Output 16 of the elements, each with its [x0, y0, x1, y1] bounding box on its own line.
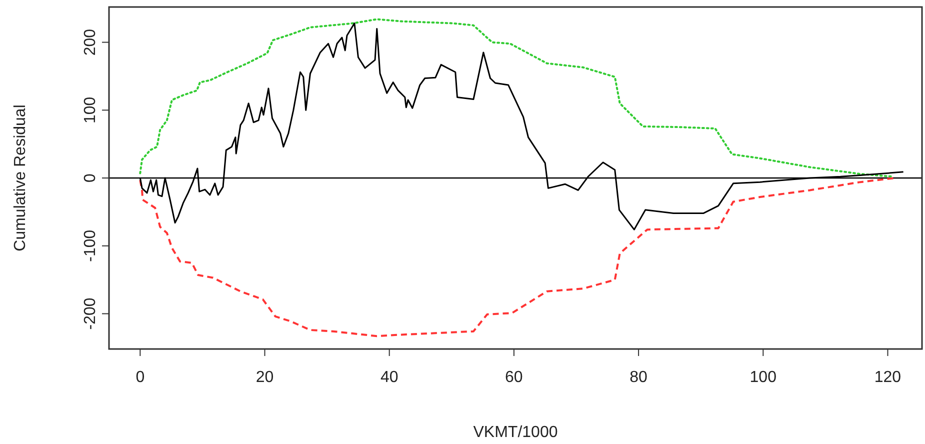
x-tick-label: 20 [256, 369, 274, 386]
y-tick-label: -100 [82, 230, 99, 262]
x-tick-label: 80 [630, 369, 648, 386]
y-tick-label: -200 [82, 298, 99, 330]
line-series [139, 18, 894, 178]
x-tick-label: 120 [874, 369, 902, 386]
y-tick-label: 0 [82, 173, 99, 182]
x-tick-label: 60 [505, 369, 523, 386]
x-tick-label: 0 [136, 369, 145, 386]
x-tick-label: 40 [380, 369, 398, 386]
line-series [139, 177, 896, 338]
x-tick-label: 100 [750, 369, 777, 386]
y-axis-title: Cumulative Residual [12, 104, 29, 252]
y-tick-label: 100 [82, 96, 99, 124]
x-axis-title: VKMT/1000 [473, 424, 558, 441]
y-tick-label: 200 [82, 28, 99, 56]
